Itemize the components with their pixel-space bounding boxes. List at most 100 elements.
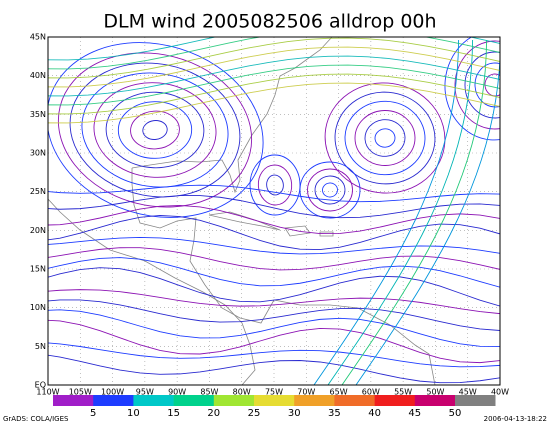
colorbar-swatch (173, 395, 215, 406)
coast-north-america (131, 37, 333, 194)
streamline (48, 247, 500, 271)
streamline (48, 73, 500, 115)
colorbar-label: 50 (449, 408, 462, 419)
streamline (48, 342, 500, 368)
streamline (48, 82, 500, 124)
streamlines (48, 37, 500, 385)
lat-label: 5N (35, 342, 46, 351)
colorbar: 5 10 15 20 25 30 35 40 45 50 (53, 395, 496, 419)
lon-label: 70W (297, 388, 315, 397)
lon-label: 75W (265, 388, 283, 397)
colorbar-swatch (414, 395, 456, 406)
streamline (48, 195, 500, 219)
streamline (364, 119, 406, 157)
streamline (105, 91, 205, 169)
streamline (454, 40, 500, 130)
streamline (48, 257, 500, 288)
lon-label: 50W (426, 388, 444, 397)
colorbar-label: 15 (167, 408, 180, 419)
colorbar-label: 35 (328, 408, 341, 419)
colorbar-swatch (213, 395, 255, 406)
streamline (249, 154, 301, 216)
streamline (48, 267, 500, 307)
streamline (48, 64, 500, 106)
lon-label: 60W (362, 388, 380, 397)
streamline (474, 62, 500, 108)
map-frame (47, 36, 501, 386)
streamline (48, 55, 500, 97)
lat-label: 10N (30, 303, 46, 312)
lon-label: 45W (459, 388, 477, 397)
lon-label: 90W (168, 388, 186, 397)
streamline (334, 91, 436, 185)
streamline (444, 37, 500, 141)
colorbar-swatch (334, 395, 375, 406)
coastlines (48, 37, 436, 385)
coast-central-south-america (131, 168, 436, 385)
streamline (81, 72, 229, 188)
streamline (48, 37, 500, 61)
lon-label: 65W (330, 388, 348, 397)
streamline (117, 101, 193, 159)
streamline (93, 82, 217, 178)
streamline (48, 319, 500, 364)
streamline (354, 110, 416, 166)
lon-label: 105W (69, 388, 92, 397)
coast-islands (208, 211, 334, 237)
lat-label: 40N (30, 71, 46, 80)
streamline (313, 39, 460, 385)
streamline (314, 175, 346, 205)
lon-label: 110W (36, 388, 59, 397)
lat-label: 45N (30, 33, 46, 42)
streamline (57, 52, 253, 208)
streamline (48, 236, 500, 255)
colorbar-label: 25 (248, 408, 261, 419)
lon-label: 100W (101, 388, 124, 397)
lat-label: 20N (30, 226, 46, 235)
colorbar-swatch (374, 395, 416, 406)
colorbar-label: 10 (127, 408, 140, 419)
streamline (142, 120, 168, 140)
streamline (324, 82, 446, 194)
colorbar-swatch (455, 395, 496, 406)
footer-right: 2006-04-13-18:22 (484, 415, 547, 423)
streamline (48, 299, 500, 331)
colorbar-swatch (133, 395, 174, 406)
streamline (344, 100, 426, 176)
streamline (48, 289, 500, 315)
streamline (257, 164, 293, 206)
streamline (48, 215, 500, 251)
lon-label: 40W (491, 388, 509, 397)
footer-left: GrADS: COLA/IGES (3, 415, 69, 423)
streamline (464, 51, 500, 119)
lat-label: 25N (30, 187, 46, 196)
streamline (307, 168, 353, 212)
streamline (266, 174, 284, 196)
lat-label: 15N (30, 265, 46, 274)
lon-label: 55W (394, 388, 412, 397)
streamline (48, 354, 500, 384)
lat-label: 30N (30, 149, 46, 158)
streamline (341, 39, 488, 385)
lon-label: 85W (200, 388, 218, 397)
coast-pacific (48, 198, 256, 385)
lon-label: 95W (136, 388, 154, 397)
colorbar-swatch (93, 395, 134, 406)
colorbar-label: 45 (408, 408, 421, 419)
lon-label: 80W (233, 388, 251, 397)
colorbar-label: 5 (90, 408, 96, 419)
streamline (322, 182, 338, 198)
streamline (327, 39, 474, 385)
lat-label: EQ (35, 381, 46, 390)
title: DLM wind 2005082506 alldrop 00h (103, 11, 436, 33)
streamline (48, 204, 500, 235)
colorbar-label: 40 (368, 408, 381, 419)
colorbar-swatch (53, 395, 94, 406)
lat-label: 35N (30, 110, 46, 119)
streamline (48, 46, 500, 88)
streamline (48, 309, 500, 347)
colorbar-label: 20 (207, 408, 220, 419)
